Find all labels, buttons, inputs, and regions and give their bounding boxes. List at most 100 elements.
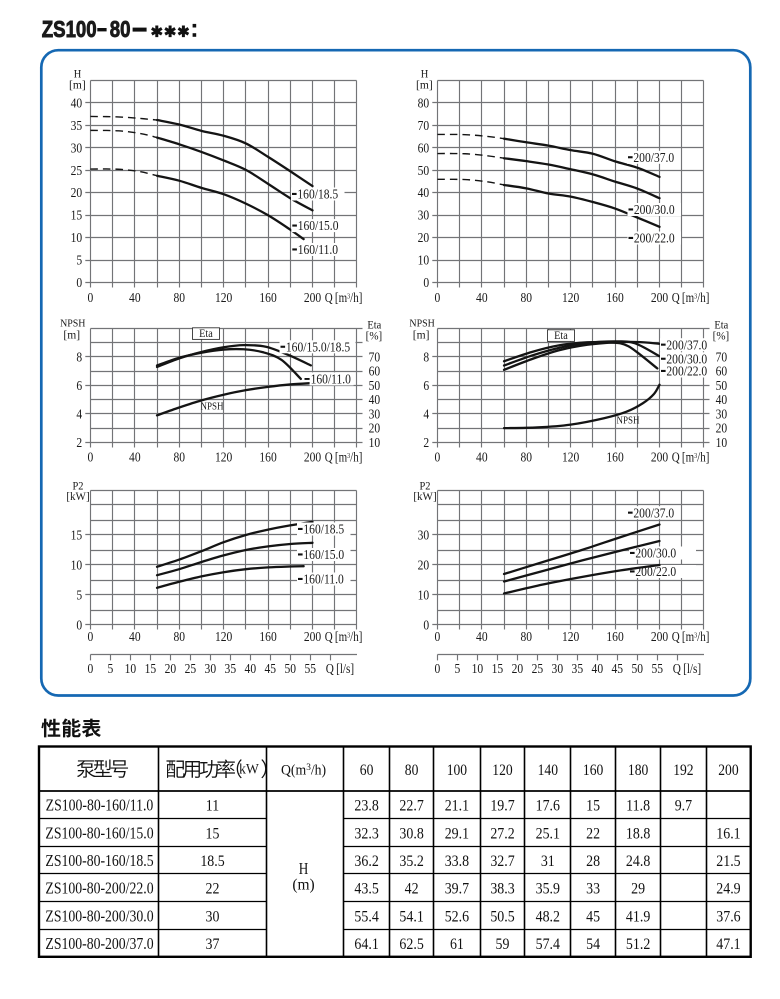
svg-text:P2: P2 (72, 480, 83, 493)
svg-text:H: H (74, 68, 82, 81)
svg-text:6: 6 (76, 378, 82, 393)
svg-text:80: 80 (173, 450, 185, 465)
svg-text:200: 200 (304, 629, 321, 644)
svg-text:50: 50 (632, 661, 644, 676)
svg-text:30: 30 (369, 407, 381, 422)
svg-text:Eta: Eta (554, 330, 568, 343)
svg-text:15: 15 (206, 825, 220, 842)
svg-text:80: 80 (173, 290, 185, 305)
svg-text:80: 80 (110, 17, 131, 42)
svg-text:70: 70 (369, 350, 381, 365)
svg-text:30: 30 (206, 908, 220, 925)
svg-text:40: 40 (476, 450, 488, 465)
svg-text:0: 0 (435, 290, 441, 305)
svg-text:160/18.5: 160/18.5 (303, 522, 344, 537)
svg-text:30: 30 (71, 141, 83, 156)
svg-text:200/30.0: 200/30.0 (635, 546, 676, 561)
svg-text:24.9: 24.9 (716, 881, 740, 898)
svg-text:18.8: 18.8 (626, 825, 650, 842)
svg-text:120: 120 (492, 762, 512, 779)
svg-text:60: 60 (716, 364, 728, 379)
svg-text:55.4: 55.4 (354, 908, 379, 925)
svg-text:0: 0 (88, 629, 94, 644)
svg-text:40: 40 (716, 392, 728, 407)
svg-text:Q [m3/h]: Q [m3/h] (325, 450, 363, 465)
svg-text:30: 30 (552, 661, 564, 676)
svg-text:Q [m3/h]: Q [m3/h] (325, 629, 363, 644)
svg-text:40: 40 (129, 629, 141, 644)
svg-text:160: 160 (606, 450, 623, 465)
svg-text:35.9: 35.9 (536, 881, 560, 898)
svg-text:ZS100-80-160/15.0: ZS100-80-160/15.0 (45, 825, 153, 842)
svg-text:Q [m3/h]: Q [m3/h] (672, 629, 710, 644)
svg-text:Q [m3/h]: Q [m3/h] (672, 290, 710, 305)
svg-text:160/18.5: 160/18.5 (297, 187, 338, 202)
svg-text:NPSH: NPSH (60, 318, 86, 329)
svg-text:62.5: 62.5 (399, 936, 423, 953)
svg-text:10: 10 (418, 253, 430, 268)
svg-text:200/22.0: 200/22.0 (666, 364, 707, 379)
svg-text:200: 200 (651, 290, 668, 305)
svg-text:100: 100 (447, 762, 467, 779)
svg-text:10: 10 (472, 661, 484, 676)
svg-text:32.7: 32.7 (490, 853, 515, 870)
svg-text:5: 5 (107, 661, 113, 676)
svg-text:23.8: 23.8 (354, 798, 378, 815)
svg-text:50: 50 (285, 661, 297, 676)
svg-text:10: 10 (71, 558, 83, 573)
svg-text:ZS100-80-200/22.0: ZS100-80-200/22.0 (45, 881, 153, 898)
svg-text:ZS100: ZS100 (42, 17, 97, 42)
svg-text:160/11.0: 160/11.0 (311, 372, 351, 387)
svg-text:20: 20 (512, 661, 524, 676)
svg-text:120: 120 (215, 629, 232, 644)
svg-text:Q(m3/h): Q(m3/h) (281, 763, 326, 779)
svg-text:Q [l/s]: Q [l/s] (673, 661, 701, 676)
svg-text:50: 50 (716, 378, 728, 393)
svg-text:52.6: 52.6 (445, 908, 470, 925)
svg-text:22: 22 (206, 881, 220, 898)
svg-text:60: 60 (369, 364, 381, 379)
svg-text:45: 45 (265, 661, 277, 676)
svg-text:160: 160 (259, 290, 276, 305)
svg-text:0: 0 (423, 618, 429, 633)
svg-text:70: 70 (418, 118, 430, 133)
svg-text:160: 160 (583, 762, 603, 779)
svg-text:10: 10 (716, 435, 728, 450)
svg-text:37.6: 37.6 (716, 908, 741, 925)
svg-text:29.1: 29.1 (445, 825, 469, 842)
svg-text:NPSH: NPSH (201, 401, 224, 413)
svg-text:Q [l/s]: Q [l/s] (326, 661, 354, 676)
svg-text:31: 31 (541, 853, 555, 870)
svg-text:160/11.0: 160/11.0 (303, 572, 343, 587)
svg-text:27.2: 27.2 (490, 825, 514, 842)
svg-text:40: 40 (476, 629, 488, 644)
svg-text:0: 0 (76, 618, 82, 633)
svg-text:160/15.0: 160/15.0 (298, 218, 339, 233)
svg-text:10: 10 (71, 230, 83, 245)
svg-text:[kW]: [kW] (413, 491, 436, 503)
svg-text:35.2: 35.2 (399, 853, 423, 870)
svg-text:32.3: 32.3 (354, 825, 378, 842)
svg-text:40: 40 (245, 661, 257, 676)
svg-text:25: 25 (532, 661, 544, 676)
svg-text:22: 22 (586, 825, 600, 842)
svg-text:Eta: Eta (367, 319, 381, 332)
svg-text:15: 15 (586, 798, 600, 815)
svg-text:11.8: 11.8 (626, 798, 650, 815)
svg-text:33: 33 (586, 881, 600, 898)
svg-text:120: 120 (562, 629, 579, 644)
svg-text:20: 20 (165, 661, 177, 676)
svg-text:Eta: Eta (199, 328, 213, 341)
svg-text:41.9: 41.9 (626, 908, 650, 925)
svg-text:10: 10 (369, 435, 381, 450)
svg-text:H: H (299, 861, 309, 879)
svg-text:20: 20 (418, 230, 430, 245)
svg-text:0: 0 (88, 450, 94, 465)
svg-text:2: 2 (423, 435, 429, 450)
svg-text:30: 30 (418, 528, 430, 543)
svg-text:[m]: [m] (69, 79, 86, 92)
svg-text:22.7: 22.7 (399, 798, 424, 815)
svg-text:50: 50 (418, 163, 430, 178)
svg-text:24.8: 24.8 (626, 853, 650, 870)
svg-text:59: 59 (496, 936, 510, 953)
